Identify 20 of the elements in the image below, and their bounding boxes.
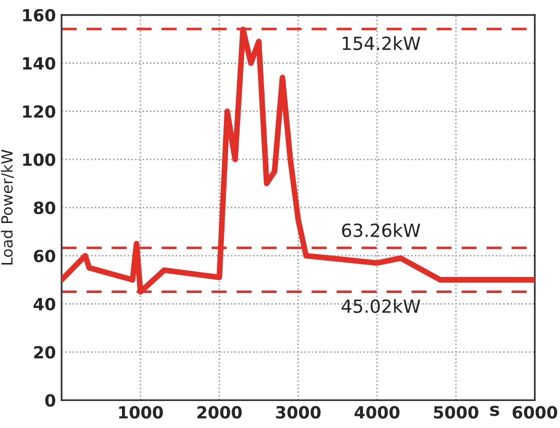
y-tick-label: 160 bbox=[23, 8, 56, 22]
y-tick-label: 60 bbox=[34, 250, 56, 262]
x-tick-label: 5000 bbox=[434, 406, 478, 419]
y-tick-label: 120 bbox=[23, 105, 56, 118]
y-tick-label: 40 bbox=[34, 298, 56, 310]
y-tick-label: 0 bbox=[45, 394, 56, 407]
y-tick-label: 140 bbox=[23, 57, 56, 70]
x-tick-label: 6000 bbox=[512, 406, 558, 419]
x-tick-label: 1000 bbox=[119, 406, 163, 419]
ref-line-label: 45.02kW bbox=[342, 299, 420, 313]
y-tick-label: 20 bbox=[34, 346, 56, 359]
x-tick-label: 2000 bbox=[197, 406, 242, 419]
y-axis-title: Load Power/kW bbox=[0, 150, 14, 264]
y-tick-label: 80 bbox=[34, 202, 56, 214]
ref-line-label: 63.26kW bbox=[342, 223, 420, 238]
y-tick-label: 100 bbox=[23, 153, 56, 166]
x-tick-label: 3000 bbox=[276, 406, 321, 419]
x-tick-label: 4000 bbox=[354, 406, 400, 419]
ref-line-label: 154.2kW bbox=[342, 36, 420, 50]
x-axis-title: s bbox=[490, 406, 500, 416]
